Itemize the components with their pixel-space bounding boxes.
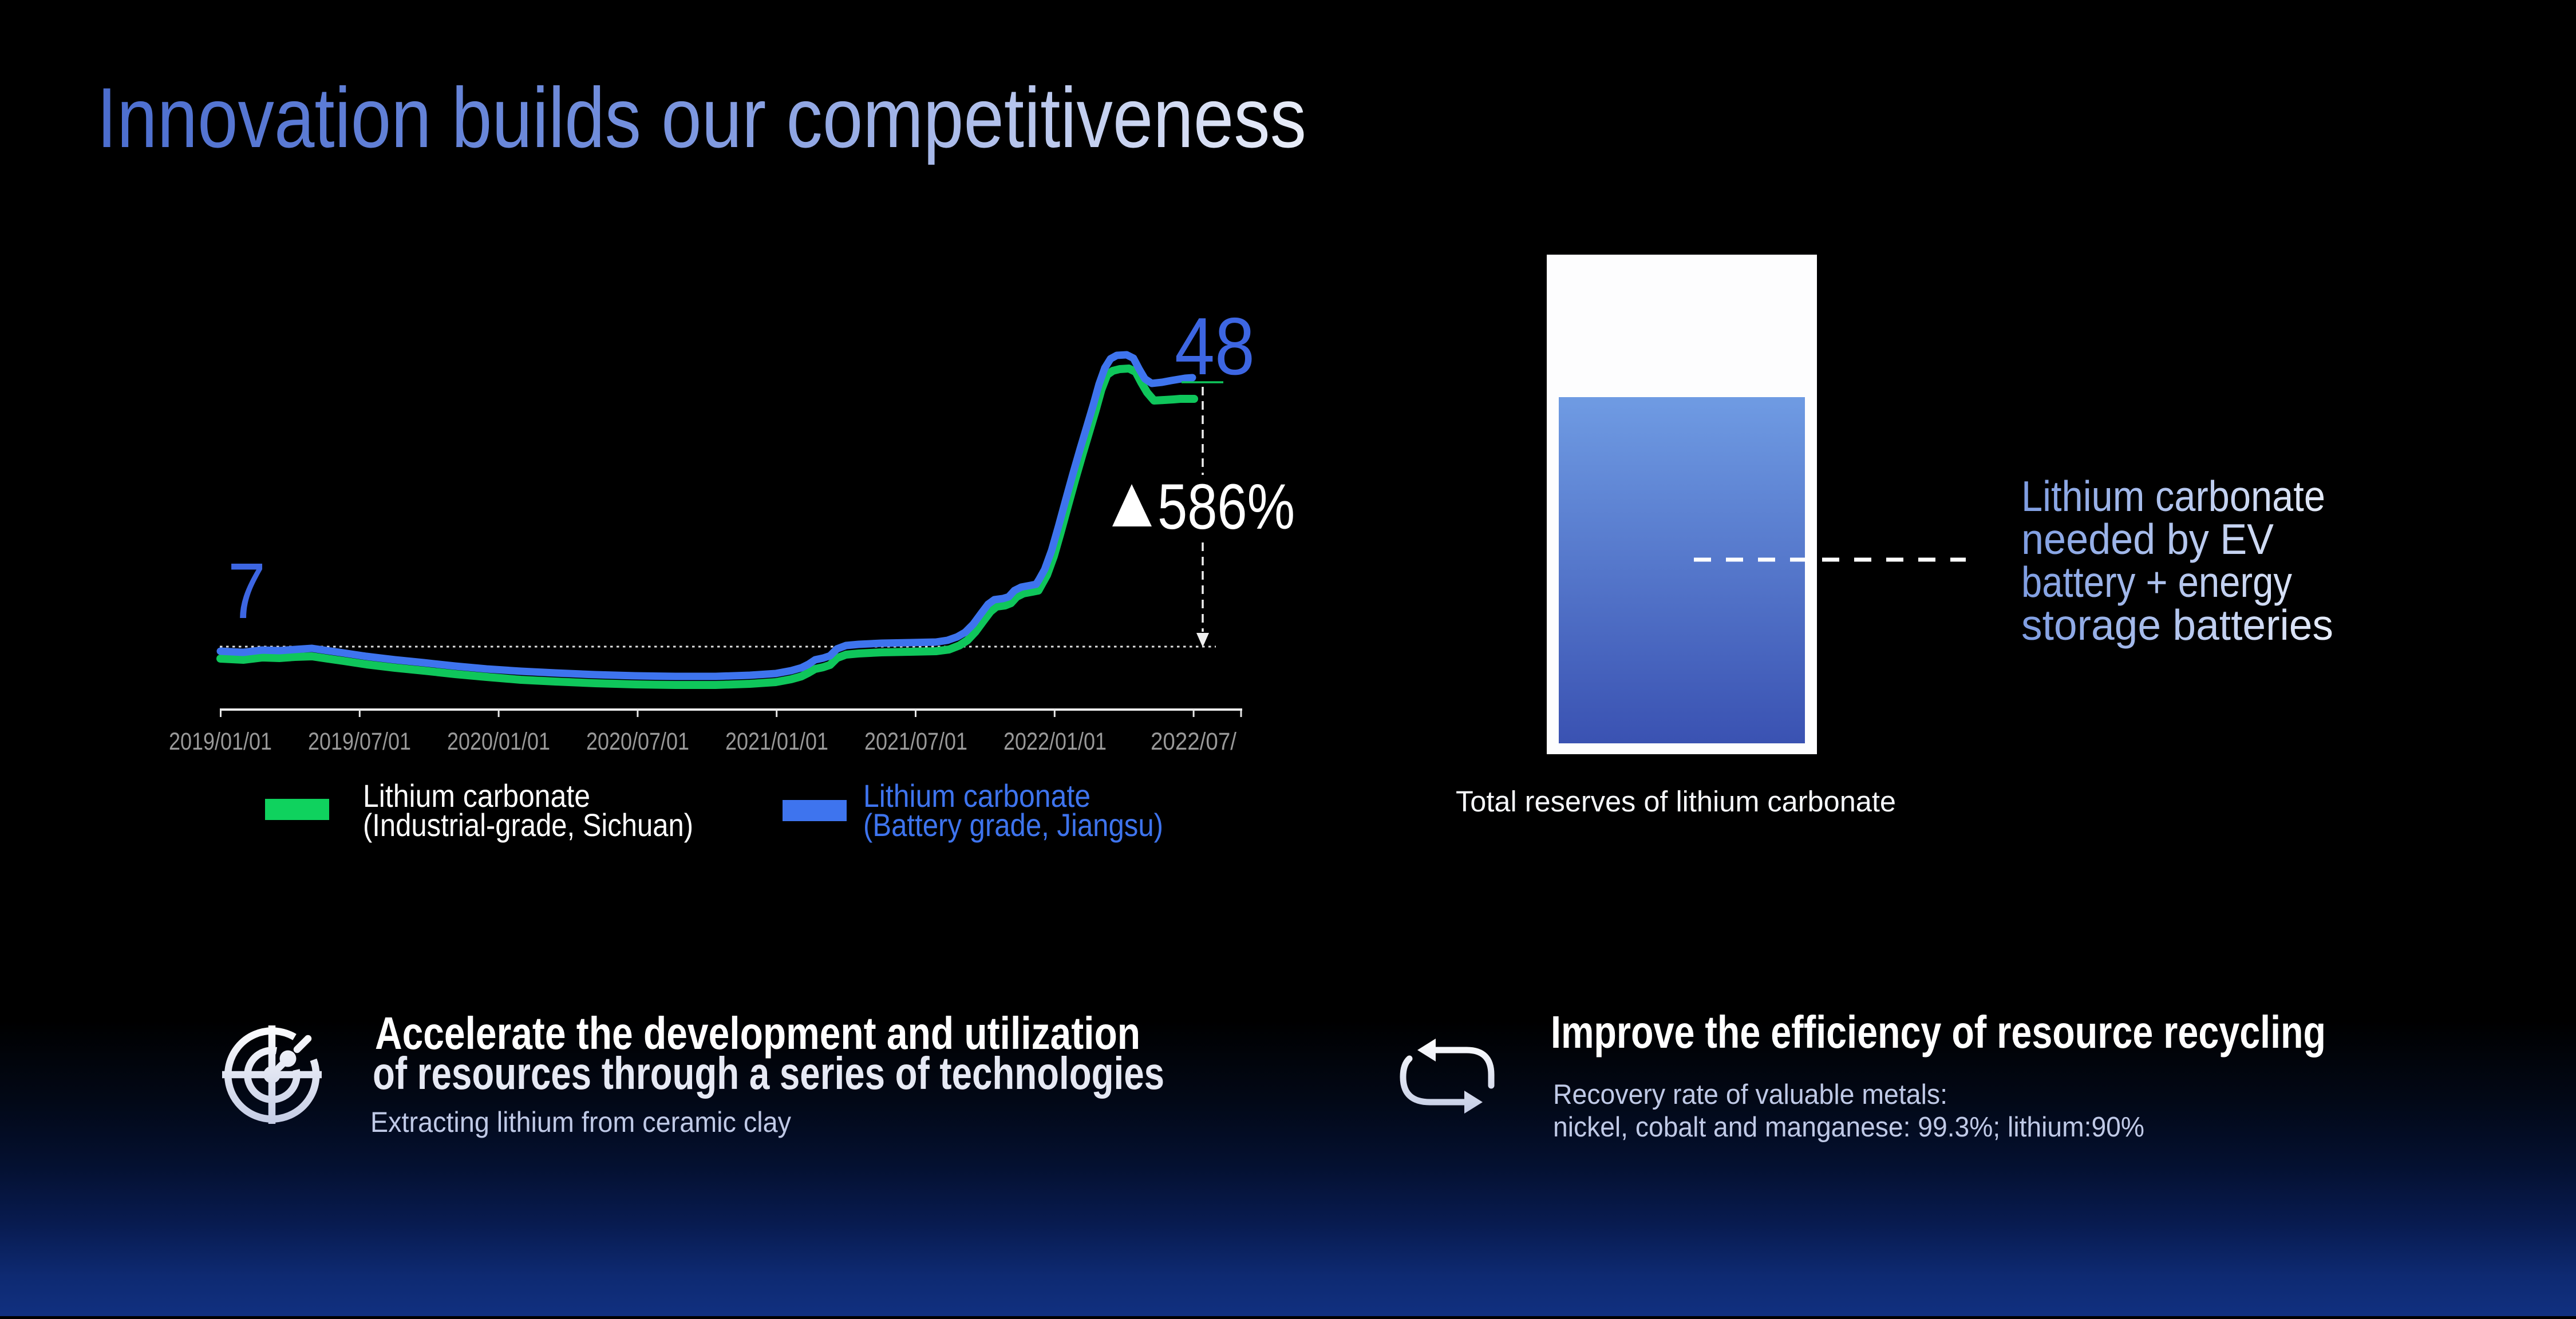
svg-text:nickel, cobalt and manganese:: nickel, cobalt and manganese: 99.3%; lit… (1553, 1112, 2144, 1143)
svg-text:2020/01/01: 2020/01/01 (447, 728, 550, 755)
svg-text:Improve the efficiency of reso: Improve the efficiency of resource recyc… (1551, 1007, 2326, 1057)
svg-text:storage batteries: storage batteries (2021, 601, 2333, 649)
svg-text:Innovation builds our competit: Innovation builds our competitiveness (97, 70, 1306, 165)
svg-text:(Industrial-grade, Sichuan): (Industrial-grade, Sichuan) (363, 807, 693, 843)
svg-text:(Battery grade, Jiangsu): (Battery grade, Jiangsu) (863, 807, 1163, 843)
svg-text:Extracting lithium from cerami: Extracting lithium from ceramic clay (370, 1106, 791, 1138)
svg-text:Total reserves of lithium carb: Total reserves of lithium carbonate (1456, 785, 1896, 818)
svg-text:battery + energy: battery + energy (2021, 558, 2292, 606)
svg-text:Accelerate the development and: Accelerate the development and utilizati… (375, 1008, 1140, 1059)
svg-text:586%: 586% (1157, 471, 1295, 542)
svg-text:Recovery rate of valuable meta: Recovery rate of valuable metals: (1553, 1079, 1947, 1110)
svg-text:2019/07/01: 2019/07/01 (308, 728, 411, 755)
svg-text:Lithium carbonate: Lithium carbonate (863, 778, 1091, 814)
svg-text:2022/07/: 2022/07/ (1151, 728, 1236, 755)
svg-text:2021/01/01: 2021/01/01 (725, 728, 828, 755)
svg-text:2020/07/01: 2020/07/01 (586, 728, 689, 755)
svg-text:2019/01/01: 2019/01/01 (169, 728, 272, 755)
svg-text:of resources through a series: of resources through a series of technol… (373, 1048, 1164, 1099)
svg-text:2021/07/01: 2021/07/01 (864, 728, 967, 755)
svg-text:Lithium carbonate: Lithium carbonate (363, 778, 590, 814)
svg-text:Lithium carbonate: Lithium carbonate (2021, 472, 2325, 520)
svg-text:48: 48 (1175, 301, 1255, 392)
svg-text:2022/01/01: 2022/01/01 (1003, 728, 1107, 755)
svg-text:needed by EV: needed by EV (2021, 515, 2274, 563)
svg-text:7: 7 (228, 547, 266, 635)
